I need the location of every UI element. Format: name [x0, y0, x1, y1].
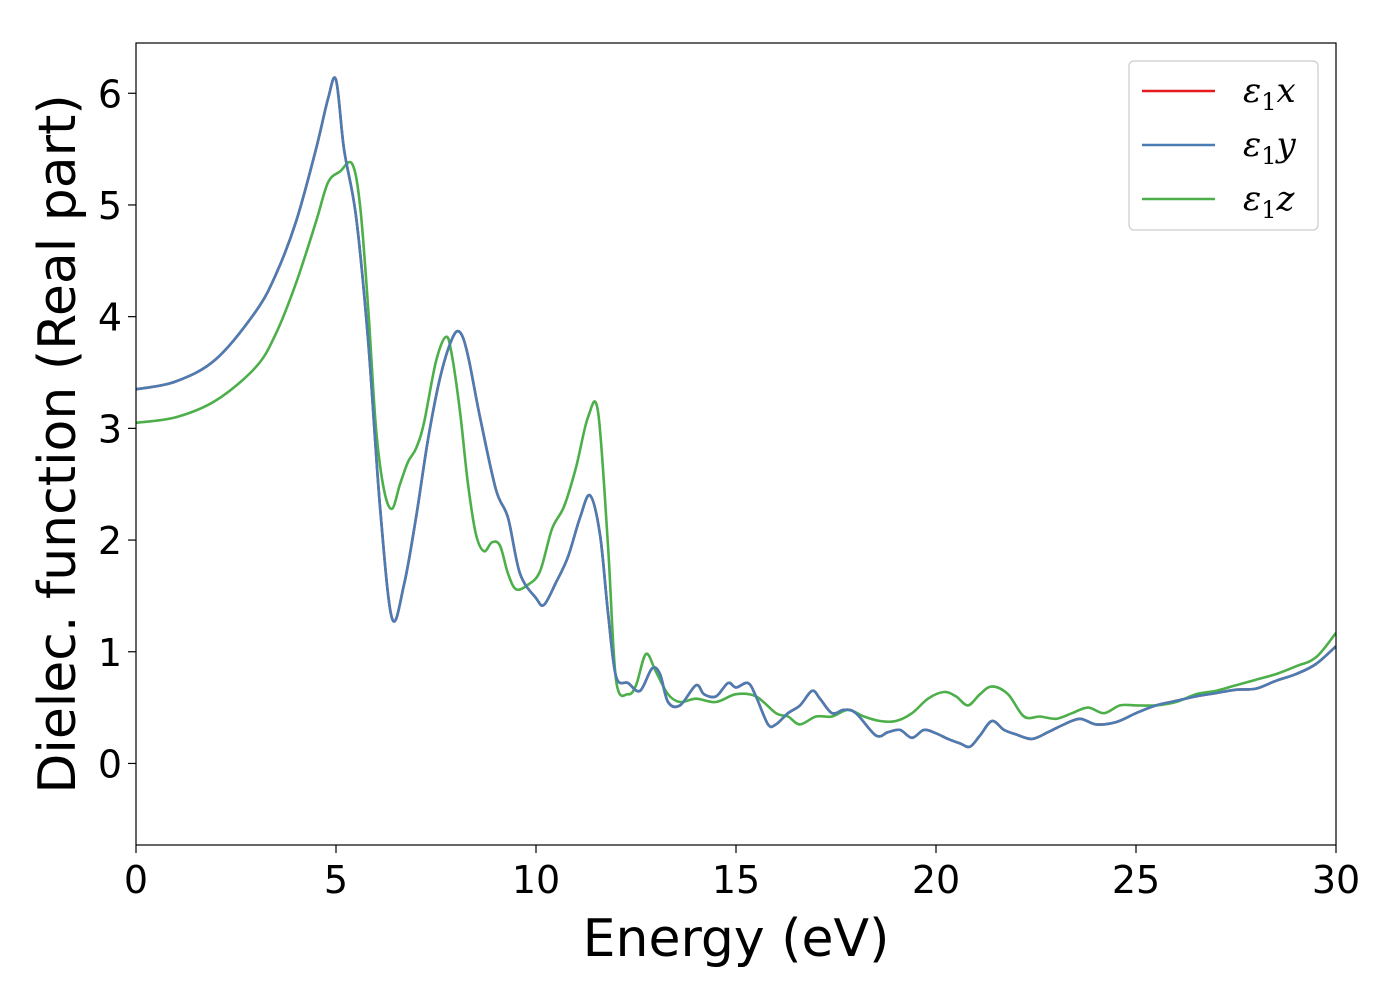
x-axis: 0 5 10 15 20 25 30 — [124, 845, 1360, 902]
x-tick-label: 0 — [124, 858, 148, 902]
y-tick-label: 3 — [98, 407, 122, 451]
legend-box — [1128, 60, 1319, 231]
y-tick-label: 1 — [98, 631, 122, 675]
legend-label-ε1z: ε1z — [1243, 179, 1296, 224]
y-axis-title: Dielec. function (Real part) — [28, 94, 88, 793]
x-tick-label: 25 — [1112, 858, 1160, 902]
x-tick-label: 5 — [324, 858, 348, 902]
legend-label-ε1y: ε1y — [1243, 125, 1297, 170]
y-tick-label: 4 — [98, 296, 122, 340]
x-tick-label: 30 — [1312, 858, 1360, 902]
x-tick-label: 20 — [912, 858, 960, 902]
y-tick-label: 0 — [98, 742, 122, 786]
legend: ε1x ε1y ε1z — [1128, 60, 1319, 231]
y-tick-label: 5 — [98, 184, 122, 228]
x-tick-label: 15 — [712, 858, 760, 902]
y-axis: 0 1 2 3 4 5 6 — [98, 72, 136, 786]
legend-label-ε1x: ε1x — [1243, 71, 1296, 116]
x-axis-title: Energy (eV) — [583, 909, 890, 969]
series-line-ε1z — [136, 160, 1336, 726]
x-tick-label: 10 — [512, 858, 560, 902]
series-line-ε1y — [136, 76, 1336, 749]
y-tick-label: 6 — [98, 72, 122, 116]
y-tick-label: 2 — [98, 519, 122, 563]
